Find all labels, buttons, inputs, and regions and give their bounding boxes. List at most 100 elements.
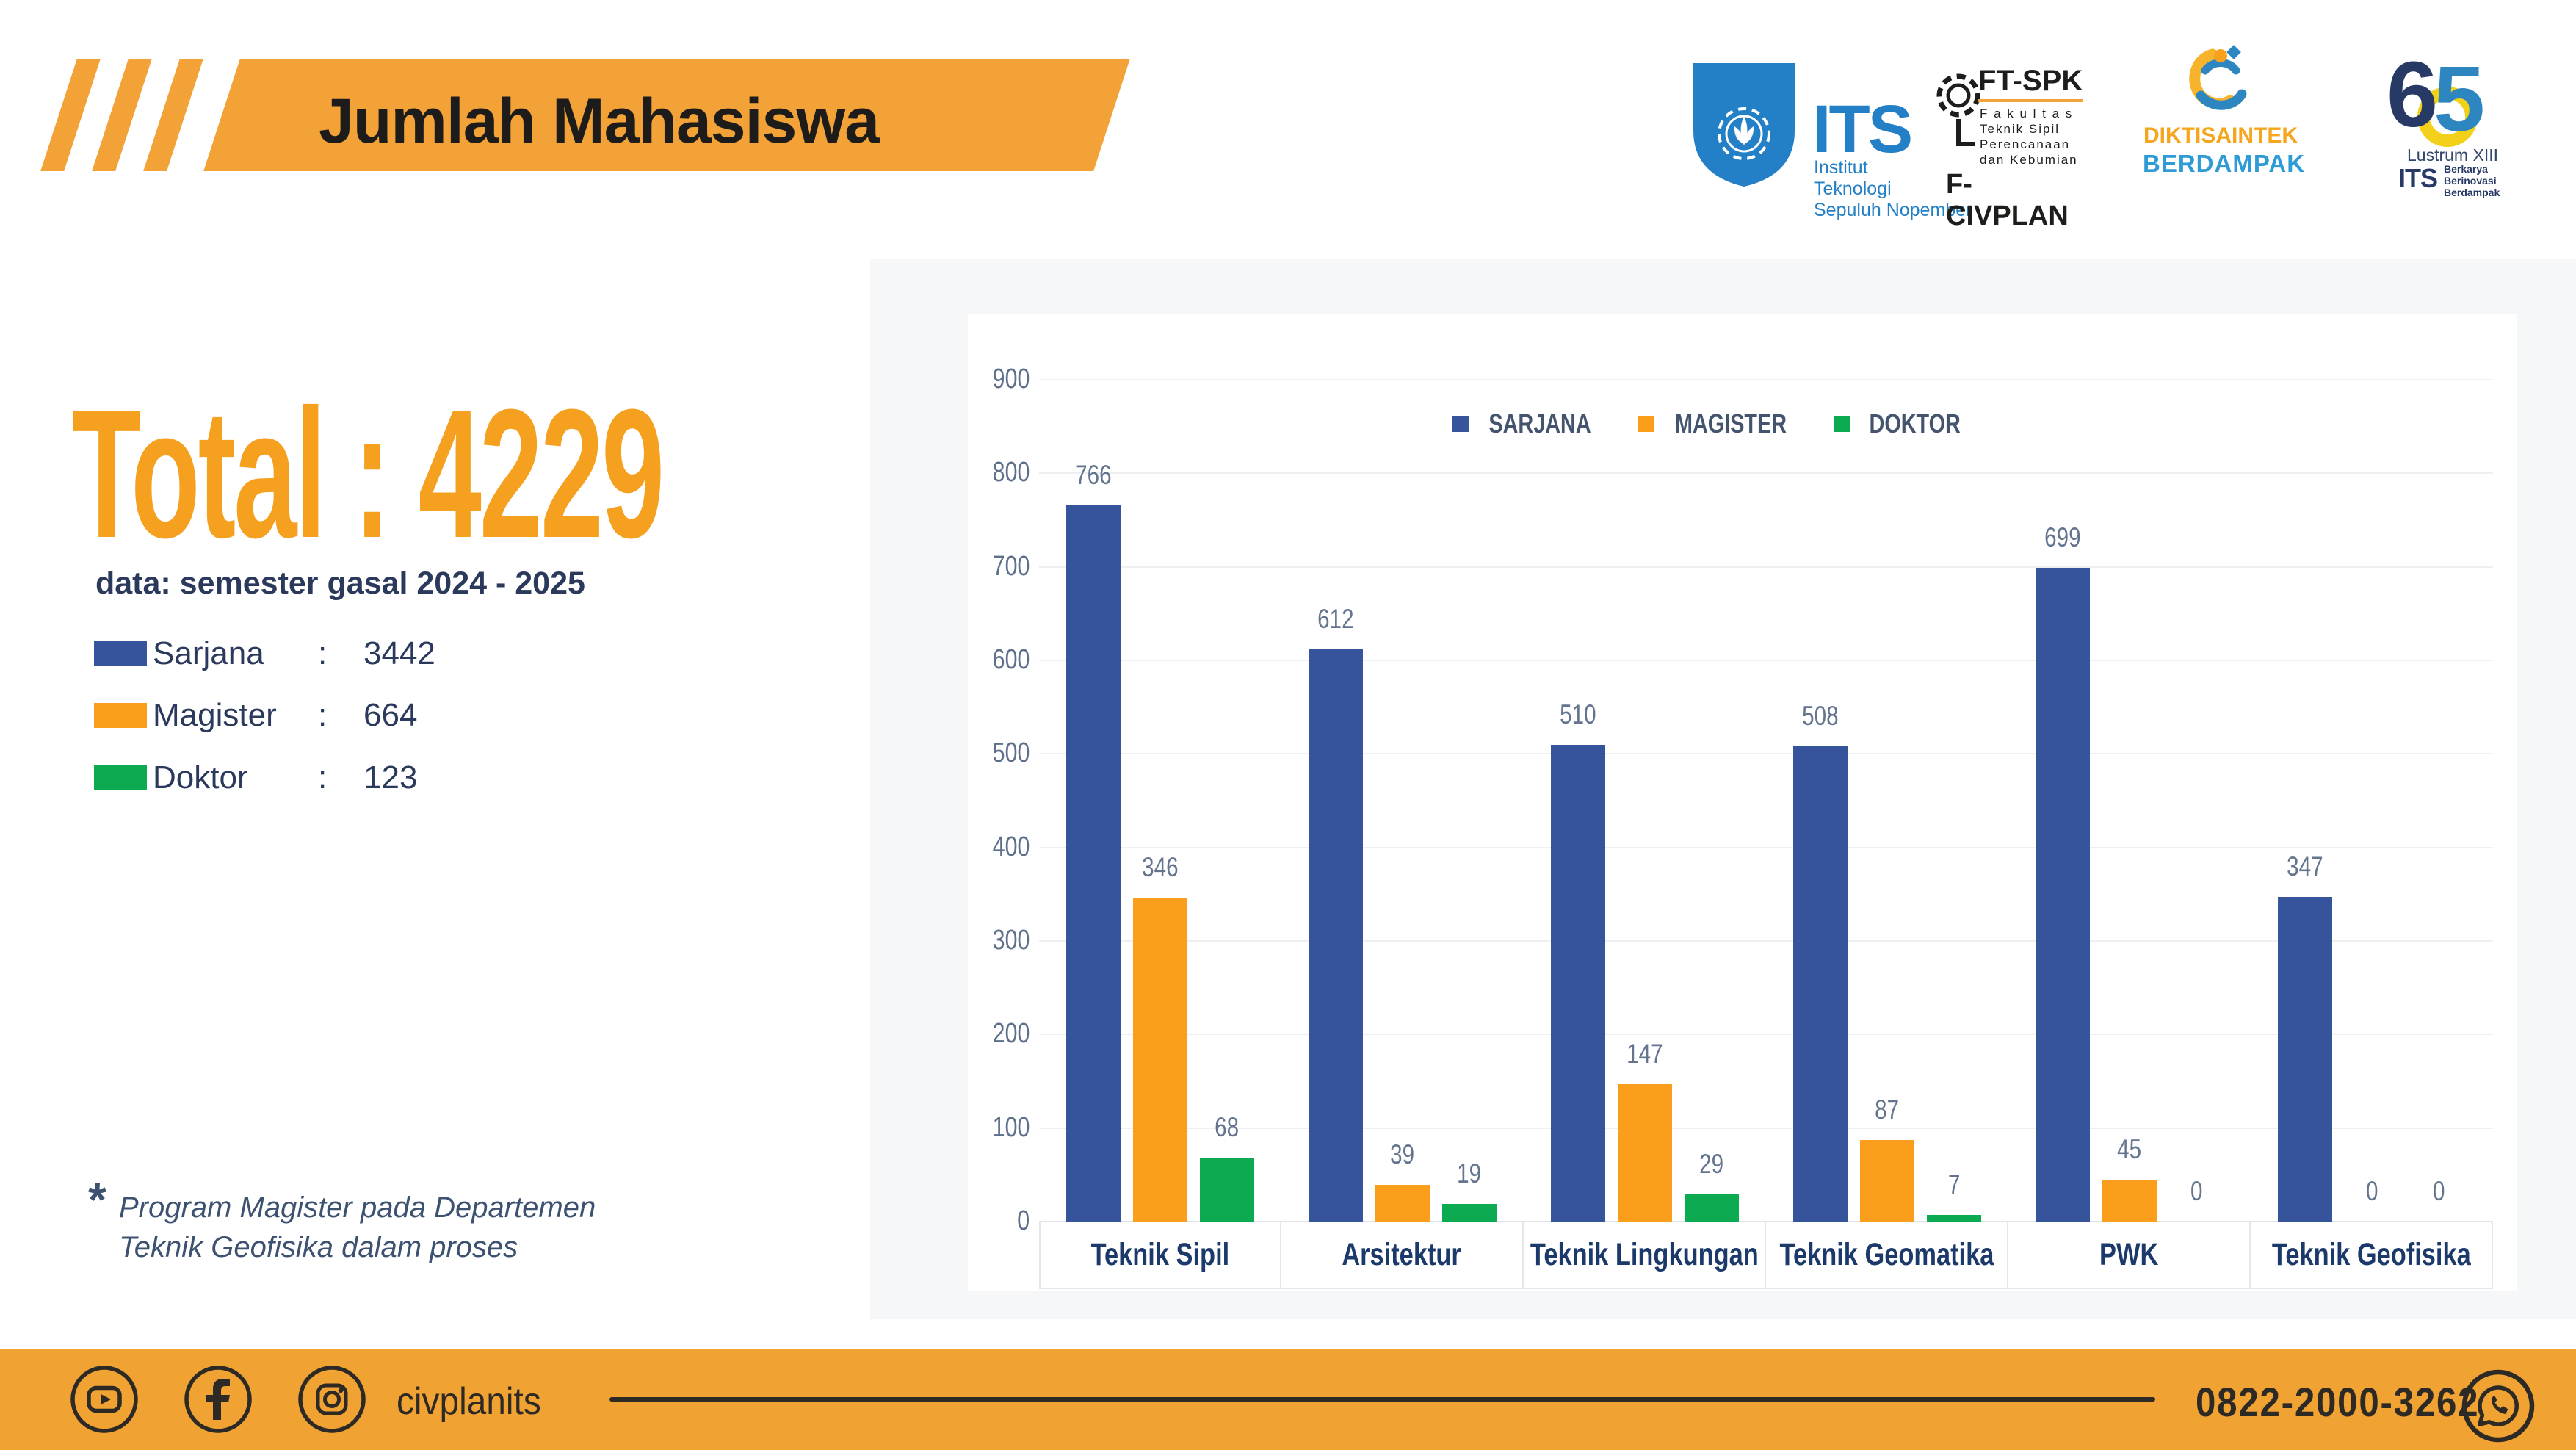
- its-shield-icon: [1693, 63, 1795, 187]
- bar-value: 346: [1109, 852, 1212, 884]
- youtube-icon[interactable]: [69, 1364, 140, 1435]
- lustrum-logo: 6 5 Lustrum XIII ITS Berkarya Berinovasi…: [2387, 43, 2526, 198]
- category-cell-text: Teknik Sipil: [1090, 1236, 1230, 1272]
- bar-doktor-3: [1685, 1194, 1739, 1222]
- bar-sarjana-3: [1551, 744, 1605, 1222]
- y-tick-800-text: 800: [992, 457, 1030, 488]
- diktisaintek-label: DIKTISAINTEK: [2143, 123, 2298, 148]
- summary-legend-row: Magister : 664: [94, 697, 418, 733]
- legend-colon: :: [318, 760, 328, 796]
- gridline-800: [1039, 472, 2493, 475]
- category-cell-text: Arsitektur: [1342, 1236, 1462, 1272]
- gridline-400: [1039, 846, 2493, 848]
- bar-value-text: 766: [1075, 459, 1112, 490]
- bar-value: 147: [1593, 1039, 1696, 1071]
- chart-legend-label: DOKTOR: [1869, 408, 1961, 439]
- sarjana-swatch-icon: [94, 641, 147, 666]
- bar-value: 510: [1527, 699, 1629, 732]
- bar-value-text: 68: [1215, 1112, 1240, 1143]
- gridline-900: [1039, 379, 2493, 380]
- magister-legend-swatch-icon: [1638, 416, 1654, 432]
- bar-value-text: 45: [2117, 1133, 2142, 1164]
- y-tick-400: 400: [968, 832, 1030, 863]
- instagram-icon[interactable]: [297, 1364, 367, 1435]
- y-tick-700-text: 700: [992, 550, 1030, 582]
- y-tick-500: 500: [968, 737, 1030, 769]
- legend-label: Doktor: [153, 760, 248, 796]
- category-cell: Arsitektur: [1281, 1222, 1524, 1289]
- bar-value: 39: [1351, 1139, 1454, 1172]
- bar-sarjana-6: [2278, 897, 2332, 1222]
- footnote-line: Teknik Geofisika dalam proses: [119, 1231, 518, 1263]
- total-count: Total : 4229: [72, 371, 665, 576]
- header-slash: [40, 59, 101, 171]
- bar-magister-2: [1375, 1185, 1430, 1222]
- lustrum-its-label: ITS: [2398, 163, 2438, 193]
- category-cell-text: Teknik Geofisika: [2271, 1236, 2471, 1272]
- y-tick-0-text: 0: [1017, 1205, 1030, 1236]
- bar-magister-5: [2102, 1179, 2157, 1222]
- bar-value-text: 0: [2432, 1176, 2445, 1206]
- social-handle[interactable]: civplanits: [397, 1380, 541, 1423]
- bar-value: 508: [1769, 701, 1872, 733]
- bar-value: 0: [2145, 1176, 2248, 1208]
- bar-value-text: 19: [1457, 1158, 1482, 1189]
- bar-value-text: 7: [1947, 1169, 1961, 1200]
- y-tick-300: 300: [968, 925, 1030, 956]
- bar-value: 612: [1284, 604, 1387, 636]
- berdampak-label: BERDAMPAK: [2143, 150, 2306, 177]
- chart-legend-label: SARJANA: [1488, 408, 1591, 439]
- bar-value: 0: [2320, 1176, 2423, 1208]
- category-cell: Teknik Sipil: [1039, 1222, 1281, 1289]
- lustrum-number: 6: [2387, 43, 2439, 146]
- data-period-subtitle: data: semester gasal 2024 - 2025: [95, 566, 585, 601]
- bar-value-text: 346: [1142, 852, 1179, 883]
- plot-area: SARJANA MAGISTER DOKTOR 0 100 200 300 400 500 60…: [968, 314, 2517, 1291]
- diktisaintek-mark-icon: [2189, 45, 2247, 110]
- bar-value-text: 347: [2287, 851, 2323, 882]
- y-tick-500-text: 500: [992, 737, 1030, 769]
- gridline-0: [1039, 1221, 2493, 1222]
- y-tick-200: 200: [968, 1018, 1030, 1050]
- lustrum-caption: Lustrum XIII: [2407, 145, 2498, 165]
- bar-value: 87: [1836, 1094, 1939, 1127]
- category-cell: Teknik Geofisika: [2251, 1222, 2493, 1289]
- footnote-asterisk: *: [88, 1173, 106, 1226]
- bar-value-text: 39: [1390, 1139, 1415, 1170]
- chart-legend-item: SARJANA: [1452, 408, 1604, 439]
- bar-value-text: 508: [1802, 701, 1839, 732]
- gridline-300: [1039, 940, 2493, 942]
- summary-legend-row: Sarjana : 3442: [94, 635, 435, 671]
- legend-colon: :: [318, 635, 328, 671]
- y-tick-700: 700: [968, 551, 1030, 582]
- magister-swatch-icon: [94, 703, 147, 728]
- category-cell: Teknik Lingkungan: [1524, 1222, 1766, 1289]
- legend-value: 123: [363, 760, 418, 796]
- whatsapp-icon[interactable]: [2460, 1368, 2536, 1444]
- legend-label: Magister: [153, 697, 277, 733]
- category-cell-text: PWK: [2099, 1236, 2159, 1272]
- footer-divider-line: [609, 1397, 2155, 1402]
- y-tick-600-text: 600: [992, 644, 1030, 675]
- its-acronym: ITS: [1812, 92, 1913, 167]
- gear-icon: [1936, 73, 1980, 146]
- legend-value: 664: [363, 697, 418, 733]
- y-tick-0: 0: [968, 1205, 1030, 1237]
- y-tick-800: 800: [968, 457, 1030, 488]
- legend-label: Sarjana: [153, 635, 264, 671]
- bar-value: 347: [2254, 851, 2356, 884]
- bar-value-text: 0: [2365, 1176, 2378, 1206]
- diktisaintek-logo: DIKTISAINTEK BERDAMPAK: [2143, 44, 2306, 191]
- chart-legend-item: MAGISTER: [1638, 408, 1801, 439]
- page-title: Jumlah Mahasiswa: [319, 86, 880, 156]
- bar-doktor-4: [1927, 1215, 1981, 1222]
- bar-value-text: 87: [1875, 1094, 1900, 1125]
- y-tick-100: 100: [968, 1112, 1030, 1144]
- fcivplan-label: F-CIVPLAN: [1946, 169, 2069, 231]
- facebook-icon[interactable]: [183, 1364, 253, 1435]
- summary-legend-row: Doktor : 123: [94, 760, 417, 796]
- chart-legend-item: DOKTOR: [1834, 408, 1972, 439]
- ftspk-logo: FT-SPK F a k u l t a s Teknik Sipil Pere…: [1936, 65, 2090, 231]
- gridline-500: [1039, 753, 2493, 755]
- phone-number[interactable]: 0822-2000-3262: [2196, 1379, 2480, 1425]
